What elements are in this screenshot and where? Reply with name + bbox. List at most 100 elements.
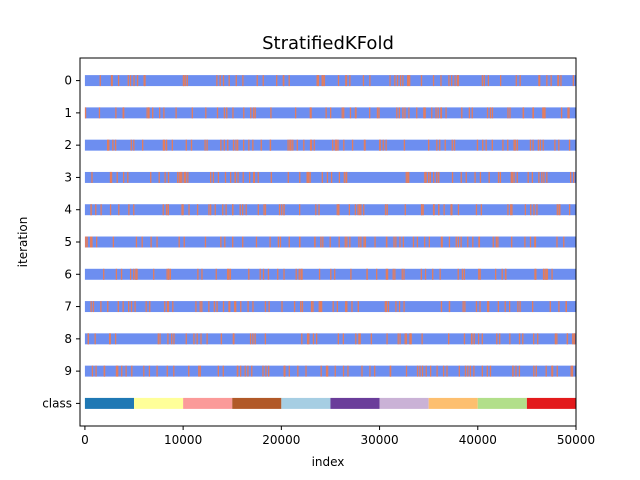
test-mark — [386, 268, 389, 280]
test-mark — [544, 107, 546, 119]
test-mark — [226, 107, 228, 119]
test-mark — [395, 301, 397, 313]
test-mark — [429, 365, 432, 377]
test-mark — [497, 301, 499, 313]
test-mark — [488, 171, 490, 183]
test-mark — [471, 107, 473, 119]
test-mark — [347, 365, 349, 377]
test-mark — [542, 107, 544, 119]
test-mark — [184, 75, 186, 87]
test-mark — [109, 204, 112, 216]
test-mark — [432, 268, 434, 280]
test-mark — [402, 236, 405, 248]
test-mark — [376, 107, 379, 119]
test-mark — [334, 365, 336, 377]
test-mark — [451, 139, 453, 151]
test-mark — [122, 107, 124, 119]
test-mark — [306, 171, 308, 183]
test-mark — [358, 204, 361, 216]
test-mark — [318, 301, 320, 313]
test-mark — [533, 204, 535, 216]
test-mark — [128, 204, 130, 216]
test-mark — [502, 139, 504, 151]
test-mark — [313, 139, 315, 151]
class-segment-1 — [134, 397, 184, 409]
test-mark — [223, 139, 225, 151]
train-bar-8 — [84, 333, 576, 345]
test-mark — [239, 365, 242, 377]
test-mark — [162, 204, 164, 216]
test-mark — [534, 236, 536, 248]
test-mark — [479, 268, 481, 280]
test-mark — [240, 301, 242, 313]
test-mark — [421, 365, 424, 377]
test-mark — [298, 268, 300, 280]
test-mark — [212, 171, 215, 183]
test-mark — [476, 139, 479, 151]
test-mark — [421, 204, 423, 216]
test-mark — [166, 365, 168, 377]
test-mark — [320, 236, 322, 248]
test-mark — [541, 171, 543, 183]
test-mark — [440, 107, 442, 119]
test-mark — [214, 204, 216, 216]
test-mark — [432, 204, 435, 216]
test-mark — [228, 268, 230, 280]
test-mark — [357, 204, 359, 216]
test-mark — [183, 236, 185, 248]
test-mark — [543, 171, 545, 183]
test-mark — [337, 333, 339, 345]
test-mark — [206, 139, 208, 151]
test-mark — [95, 204, 97, 216]
test-mark — [394, 268, 396, 280]
test-mark — [366, 268, 368, 280]
test-mark — [343, 171, 346, 183]
test-mark — [252, 107, 255, 119]
test-mark — [396, 75, 399, 87]
test-mark — [135, 268, 137, 280]
test-mark — [507, 139, 509, 151]
test-mark — [482, 139, 484, 151]
test-mark — [350, 268, 352, 280]
test-mark — [495, 236, 497, 248]
test-mark — [554, 333, 557, 345]
chart-title: StratifiedKFold — [262, 33, 394, 54]
test-mark — [90, 204, 92, 216]
test-mark — [308, 333, 310, 345]
test-mark — [342, 365, 345, 377]
class-segment-8 — [477, 397, 527, 409]
test-mark — [237, 365, 239, 377]
test-mark — [141, 236, 143, 248]
test-mark — [235, 139, 237, 151]
test-mark — [432, 171, 435, 183]
test-mark — [432, 75, 435, 87]
test-mark — [224, 171, 227, 183]
test-mark — [363, 139, 366, 151]
x-tick-label: 50000 — [557, 433, 595, 447]
test-mark — [558, 139, 560, 151]
test-mark — [133, 204, 135, 216]
test-mark — [511, 204, 513, 216]
test-mark — [567, 107, 569, 119]
test-mark — [487, 301, 490, 313]
test-mark — [316, 75, 318, 87]
test-mark — [290, 139, 292, 151]
test-mark — [522, 107, 524, 119]
test-mark — [438, 171, 440, 183]
test-mark — [374, 236, 376, 248]
train-bar-4 — [84, 204, 576, 216]
test-mark — [134, 301, 136, 313]
test-mark — [446, 365, 448, 377]
class-segment-5 — [330, 397, 380, 409]
test-mark — [465, 171, 467, 183]
test-mark — [277, 268, 279, 280]
test-mark — [436, 365, 438, 377]
test-mark — [276, 75, 278, 87]
test-mark — [133, 139, 135, 151]
test-mark — [421, 333, 423, 345]
test-mark — [263, 204, 265, 216]
test-mark — [289, 139, 291, 151]
test-mark — [235, 75, 237, 87]
test-mark — [362, 75, 365, 87]
